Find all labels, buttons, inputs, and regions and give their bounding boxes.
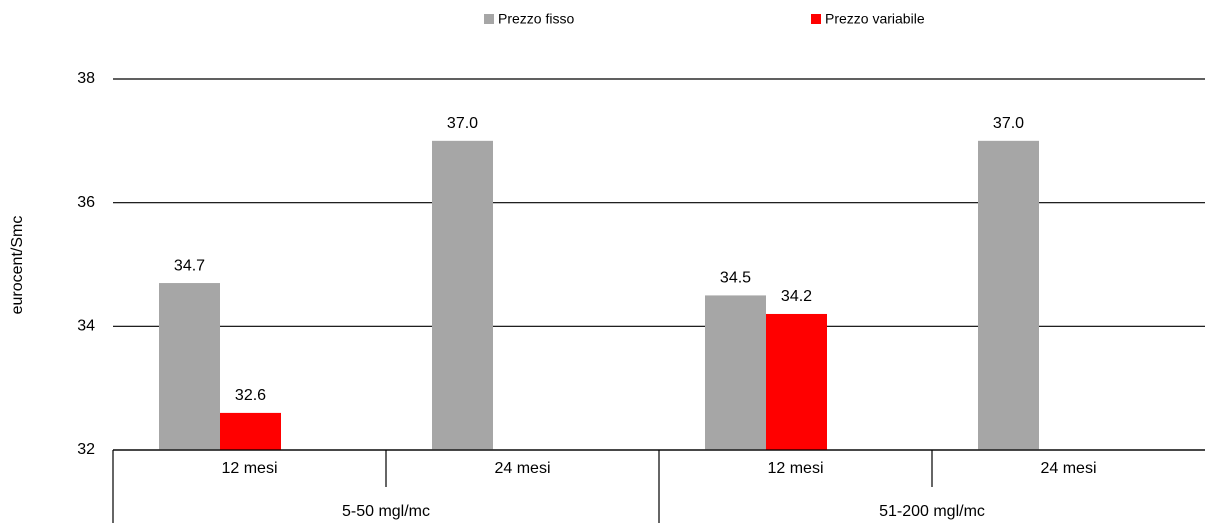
value-label: 37.0 [447, 115, 478, 132]
bar [766, 313, 827, 450]
x-tick-label: 12 mesi [767, 460, 823, 477]
y-tick-label: 36 [77, 194, 95, 211]
group-label: 5-50 mgl/mc [342, 503, 430, 520]
group-label: 51-200 mgl/mc [879, 503, 985, 520]
legend: Prezzo fisso Prezzo variabile [484, 11, 925, 27]
value-label: 34.2 [781, 288, 812, 305]
value-label: 34.5 [720, 270, 751, 287]
value-label: 34.7 [174, 257, 205, 274]
value-label: 37.0 [993, 115, 1024, 132]
legend-label: Prezzo fisso [498, 11, 574, 27]
bar [220, 412, 281, 450]
bar [705, 295, 766, 450]
x-tick-label: 24 mesi [1040, 460, 1096, 477]
legend-swatch [811, 14, 821, 24]
bar [159, 283, 220, 450]
legend-label: Prezzo variabile [825, 11, 925, 27]
x-tick-label: 24 mesi [494, 460, 550, 477]
y-tick-label: 32 [77, 441, 95, 458]
value-label: 32.6 [235, 387, 266, 404]
legend-swatch [484, 14, 494, 24]
y-axis-title: eurocent/Smc [9, 216, 26, 315]
y-tick-label: 38 [77, 70, 95, 87]
x-tick-label: 12 mesi [221, 460, 277, 477]
y-tick-label: 34 [77, 318, 95, 335]
bar [432, 140, 493, 451]
bar [978, 140, 1039, 451]
